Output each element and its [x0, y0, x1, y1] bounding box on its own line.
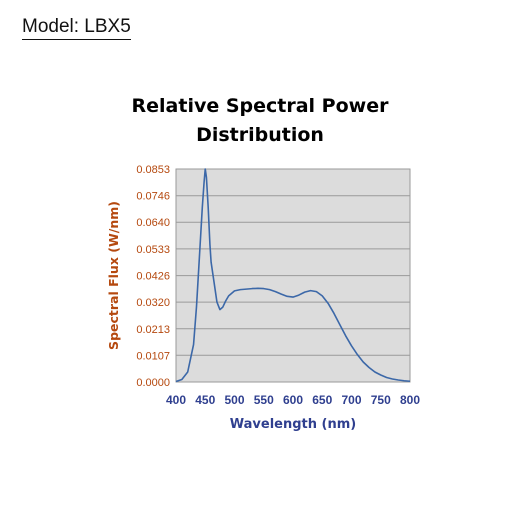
model-label: Model: LBX5	[22, 16, 131, 40]
y-tick-label: 0.0533	[136, 244, 170, 256]
y-tick-label: 0.0000	[136, 377, 170, 389]
y-tick-label: 0.0426	[136, 271, 170, 283]
x-axis-label: Wavelength (nm)	[230, 417, 356, 432]
y-tick-label: 0.0746	[136, 191, 170, 203]
x-tick-label: 650	[312, 393, 332, 407]
y-tick-label: 0.0107	[136, 350, 170, 362]
x-tick-label: 600	[283, 393, 303, 407]
y-tick-label: 0.0853	[136, 164, 170, 176]
x-tick-label: 700	[341, 393, 361, 407]
x-tick-label: 400	[166, 393, 186, 407]
spectrum-line	[175, 168, 411, 383]
chart-title: Relative Spectral Power Distribution	[131, 95, 389, 146]
x-tick-label: 450	[195, 393, 215, 407]
y-axis-label: Spectral Flux (W/nm)	[106, 201, 121, 350]
x-tick-label: 500	[224, 393, 244, 407]
y-tick-label: 0.0640	[136, 217, 170, 229]
x-tick-label: 800	[400, 393, 420, 407]
y-tick-label: 0.0320	[136, 297, 170, 309]
x-tick-label: 750	[371, 393, 391, 407]
y-tick-label: 0.0213	[136, 324, 170, 336]
x-tick-label: 550	[254, 393, 274, 407]
